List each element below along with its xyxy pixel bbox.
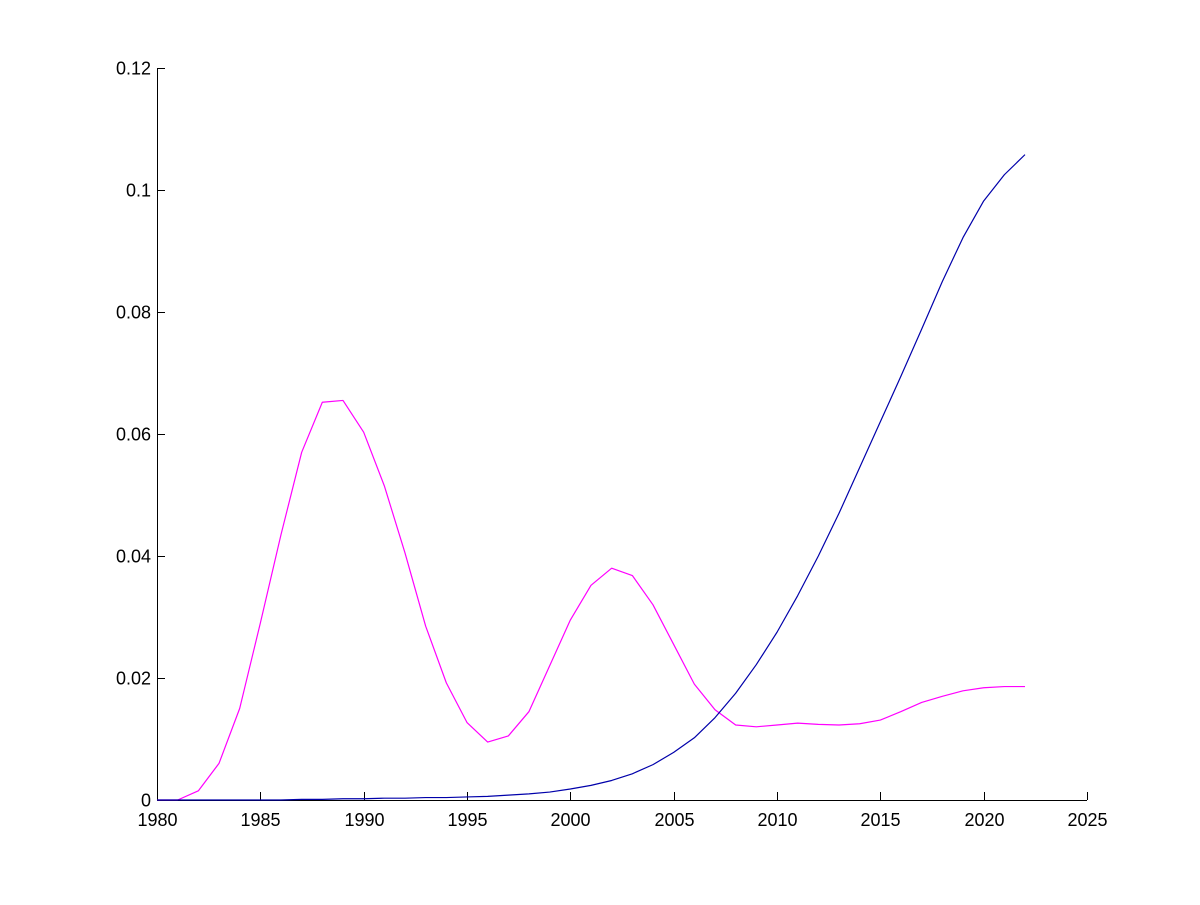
x-tick-label: 2010	[757, 810, 797, 830]
x-tick-label: 2015	[860, 810, 900, 830]
x-tick-label: 1995	[447, 810, 487, 830]
axes: 0 0.02 0.04 0.06 0.08 0.1 0.12 1980 1985 1990 1995…	[116, 59, 1108, 831]
y-tick-label: 0	[141, 791, 151, 811]
y-tick-label: 0.1	[126, 181, 151, 201]
x-tick-label: 2025	[1067, 810, 1107, 830]
y-tick-label: 0.02	[116, 669, 151, 689]
x-tick-label: 1980	[137, 810, 177, 830]
x-tick-label: 1990	[344, 810, 384, 830]
y-tick-label: 0.04	[116, 547, 151, 567]
x-tick-label: 1985	[240, 810, 280, 830]
x-tick-label: 2005	[654, 810, 694, 830]
series-line-2	[157, 154, 1026, 801]
y-tick-label: 0.12	[116, 59, 151, 79]
plot-area	[157, 154, 1026, 801]
x-tick-label: 2000	[550, 810, 590, 830]
x-tick-label: 2020	[964, 810, 1004, 830]
y-tick-label: 0.06	[116, 425, 151, 445]
y-tick-label: 0.08	[116, 303, 151, 323]
series-line-1	[157, 399, 1025, 801]
